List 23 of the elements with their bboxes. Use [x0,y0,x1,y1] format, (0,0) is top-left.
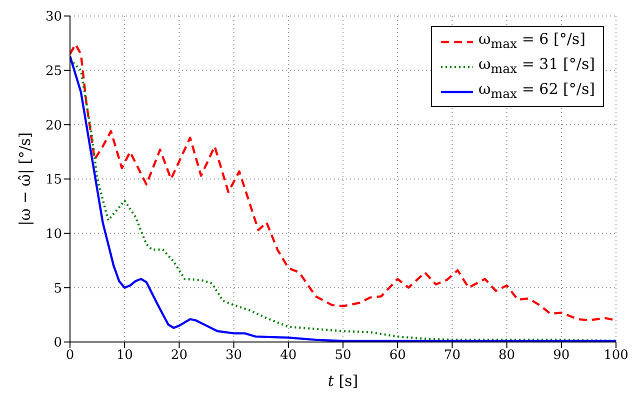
y-tick-label: 20 [45,118,62,134]
x-tick-label: 0 [66,348,74,364]
y-tick-label: 15 [45,172,62,188]
x-axis-title: t [s] [328,372,358,390]
x-tick-label: 100 [604,348,628,364]
y-tick-label: 25 [45,64,62,79]
x-tick-label: 10 [116,348,133,364]
y-tick-label: 5 [54,281,62,296]
x-tick-label: 80 [498,348,516,364]
y-axis-title: |ω − ω̂| [°/s] [16,132,34,226]
legend-label: ω$_{max}$ = 31 [°/s] [478,54,595,78]
x-tick-label: 70 [444,348,460,364]
x-tick-label: 20 [170,348,188,364]
x-tick-label: 30 [226,348,242,364]
legend-label: ω$_{max}$ = 6 [°/s] [478,29,586,53]
y-tick-label: 0 [54,336,62,351]
y-tick-label: 10 [45,226,62,242]
x-tick-label: 90 [553,348,570,364]
x-tick-label: 60 [389,348,406,364]
x-tick-label: 40 [280,348,297,364]
x-tick-label: 50 [334,348,352,364]
legend-label: ω$_{max}$ = 62 [°/s] [478,79,595,103]
y-tick-label: 30 [45,10,62,25]
